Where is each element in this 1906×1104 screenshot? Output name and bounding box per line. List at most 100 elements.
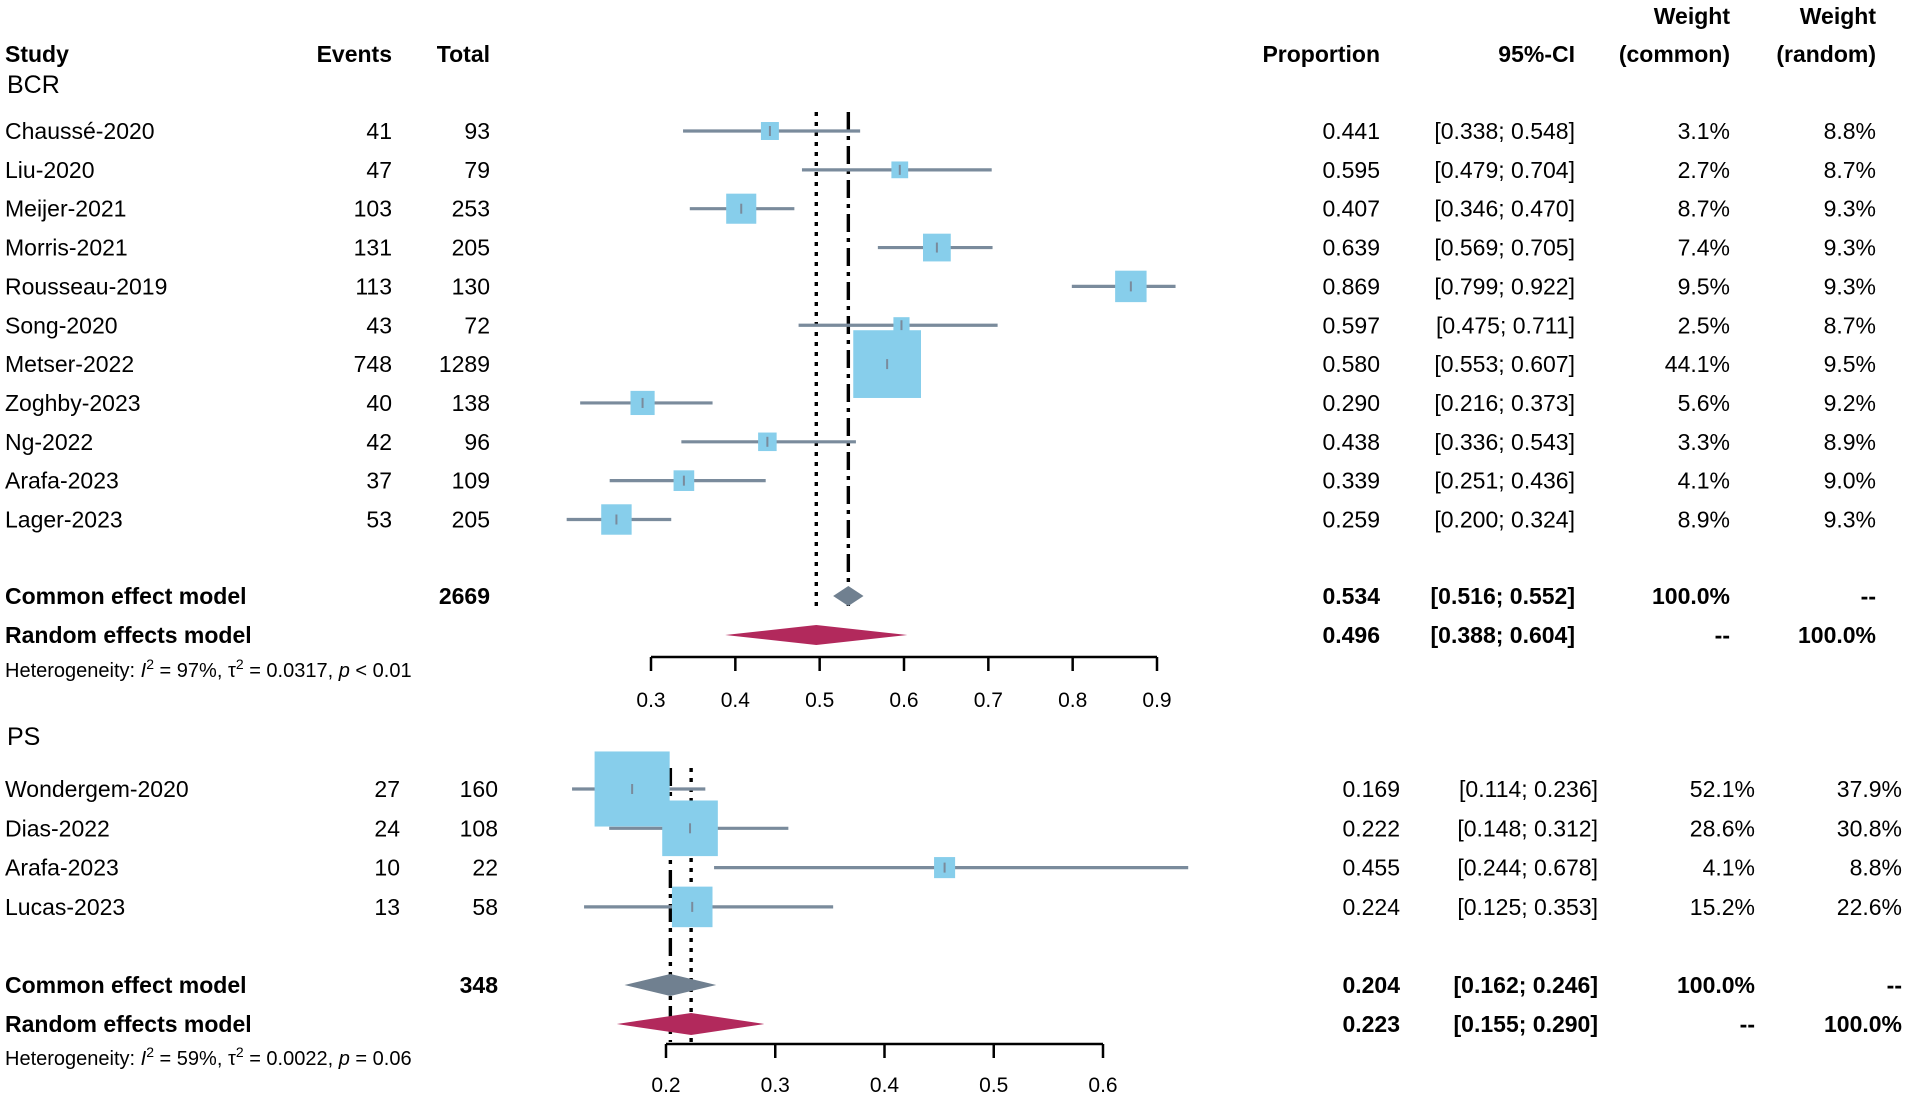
random-model-weight-random: 100.0% [1798, 622, 1876, 648]
study-weight-random: 30.8% [1837, 815, 1902, 841]
study-weight-common: 44.1% [1665, 351, 1730, 377]
random-model-label: Random effects model [5, 1011, 252, 1037]
study-weight-common: 2.5% [1678, 312, 1730, 338]
x-axis-tick-label: 0.4 [870, 1074, 900, 1097]
study-name: Metser-2022 [5, 351, 134, 377]
study-proportion: 0.597 [1322, 312, 1380, 338]
subgroup-label: BCR [7, 71, 60, 99]
heterogeneity-tau2-exp: 2 [236, 656, 244, 672]
study-proportion: 0.169 [1342, 776, 1400, 802]
random-model-proportion: 0.496 [1322, 622, 1380, 648]
common-model-weight-common: 100.0% [1677, 972, 1755, 998]
heterogeneity-tau2-exp: 2 [236, 1044, 244, 1060]
table-header: Study Events Total Proportion 95%-CI Wei… [5, 3, 1876, 67]
x-axis-tick-label: 0.5 [805, 689, 834, 712]
study-events: 748 [354, 351, 392, 377]
study-name: Zoghby-2023 [5, 390, 141, 416]
study-weight-random: 9.3% [1824, 507, 1876, 533]
study-weight-random: 9.2% [1824, 390, 1876, 416]
x-axis-tick-label: 0.4 [721, 689, 751, 712]
study-proportion: 0.222 [1342, 815, 1400, 841]
study-weight-common: 3.1% [1678, 118, 1730, 144]
study-weight-random: 9.3% [1824, 196, 1876, 222]
study-events: 13 [374, 894, 400, 920]
subgroup-panel-bcr: BCR Chaussé-2020 41 93 0.441 [0.338; 0.548] 3.… [5, 71, 1876, 712]
study-name: Chaussé-2020 [5, 118, 155, 144]
heterogeneity-I2-symbol: I [141, 1048, 147, 1070]
x-axis-tick-label: 0.2 [651, 1074, 680, 1097]
study-total: 253 [452, 196, 490, 222]
header-weight-common-1: Weight [1654, 3, 1731, 29]
x-axis-tick-label: 0.3 [636, 689, 665, 712]
common-model-weight-random: -- [1861, 583, 1876, 609]
study-total: 109 [452, 468, 490, 494]
study-total: 1289 [439, 351, 490, 377]
study-name: Liu-2020 [5, 157, 95, 183]
study-total: 22 [472, 855, 498, 881]
heterogeneity-I2-value: = 97%, [154, 660, 228, 682]
study-total: 205 [452, 235, 490, 261]
study-events: 41 [366, 118, 392, 144]
study-events: 53 [366, 507, 392, 533]
study-proportion: 0.438 [1322, 429, 1380, 455]
study-events: 40 [366, 390, 392, 416]
study-events: 27 [374, 776, 400, 802]
study-name: Meijer-2021 [5, 196, 126, 222]
x-axis-tick-label: 0.5 [979, 1074, 1008, 1097]
common-model-weight-common: 100.0% [1652, 583, 1730, 609]
study-weight-common: 9.5% [1678, 273, 1730, 299]
study-events: 47 [366, 157, 392, 183]
study-total: 108 [460, 815, 498, 841]
common-model-total: 2669 [439, 583, 490, 609]
heterogeneity-I2-symbol: I [141, 660, 147, 682]
study-proportion: 0.441 [1322, 118, 1380, 144]
common-model-diamond [833, 586, 864, 606]
header-weight-random-1: Weight [1800, 3, 1877, 29]
common-model-diamond [624, 974, 717, 996]
study-weight-common: 4.1% [1678, 468, 1730, 494]
study-ci: [0.200; 0.324] [1434, 507, 1575, 533]
study-total: 130 [452, 273, 490, 299]
study-total: 72 [464, 312, 490, 338]
study-name: Rousseau-2019 [5, 273, 167, 299]
study-proportion: 0.339 [1322, 468, 1380, 494]
x-axis-tick-label: 0.6 [1088, 1074, 1117, 1097]
study-total: 93 [464, 118, 490, 144]
study-weight-random: 9.0% [1824, 468, 1876, 494]
study-events: 37 [366, 468, 392, 494]
common-model-ci: [0.162; 0.246] [1454, 972, 1598, 998]
random-model-ci: [0.388; 0.604] [1431, 622, 1575, 648]
study-proportion: 0.580 [1322, 351, 1380, 377]
heterogeneity-I2-exp: 2 [146, 656, 154, 672]
header-total: Total [437, 41, 490, 67]
study-name: Ng-2022 [5, 429, 93, 455]
study-ci: [0.338; 0.548] [1434, 118, 1575, 144]
study-weight-random: 9.3% [1824, 235, 1876, 261]
study-ci: [0.251; 0.436] [1434, 468, 1575, 494]
heterogeneity-tau2-value: = 0.0317, [244, 660, 339, 682]
study-events: 43 [366, 312, 392, 338]
study-ci: [0.114; 0.236] [1459, 776, 1598, 802]
study-proportion: 0.595 [1322, 157, 1380, 183]
study-weight-random: 9.5% [1824, 351, 1876, 377]
study-ci: [0.553; 0.607] [1434, 351, 1575, 377]
study-ci: [0.244; 0.678] [1457, 855, 1598, 881]
heterogeneity-tau2-symbol: τ [228, 660, 236, 682]
subgroup-panel-ps: PS Wondergem-2020 27 160 0.169 [0.114; 0.236]… [5, 723, 1902, 1097]
study-name: Lager-2023 [5, 507, 123, 533]
study-ci: [0.216; 0.373] [1434, 390, 1575, 416]
study-name: Dias-2022 [5, 815, 110, 841]
x-axis-tick-label: 0.6 [889, 689, 918, 712]
x-axis-tick-label: 0.8 [1058, 689, 1087, 712]
study-total: 58 [472, 894, 498, 920]
study-weight-common: 8.7% [1678, 196, 1730, 222]
study-total: 96 [464, 429, 490, 455]
study-weight-random: 9.3% [1824, 273, 1876, 299]
study-weight-random: 8.7% [1824, 157, 1876, 183]
common-model-proportion: 0.534 [1322, 583, 1380, 609]
study-proportion: 0.259 [1322, 507, 1380, 533]
study-name: Lucas-2023 [5, 894, 125, 920]
common-model-label: Common effect model [5, 972, 247, 998]
study-name: Morris-2021 [5, 235, 128, 261]
